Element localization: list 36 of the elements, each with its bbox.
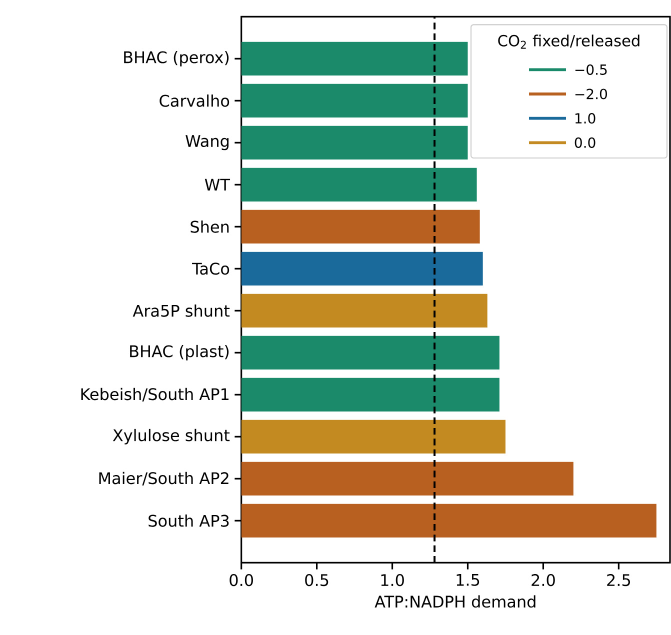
x-tick-label: 0.5 [305,574,328,586]
legend-label: −2.0 [575,88,607,100]
bar [241,126,468,160]
y-tick-label: Carvalho [160,94,230,107]
legend-title: CO$_{2}$ fixed/released [498,34,640,49]
bar [241,252,483,286]
y-tick-label: BHAC (perox) [124,50,229,66]
y-tick-label: Kebeish/South AP1 [81,388,228,402]
x-tick-label: 1.5 [456,574,480,586]
y-tick-label: South AP3 [148,514,229,527]
y-tick-label: Ara5P shunt [132,304,230,317]
bar [241,168,477,202]
x-tick-label: 0.0 [230,574,253,586]
y-tick-label: Wang [186,135,229,150]
bar [241,420,506,454]
y-tick-label: TaCo [192,262,230,275]
legend-label: 0.0 [574,137,596,148]
bar [241,378,500,412]
x-tick-label: 2.0 [532,574,555,586]
bar [241,504,656,538]
bar [241,462,574,496]
legend-label: 1.0 [575,113,596,124]
bar [241,336,500,370]
y-tick-label: Shen [190,220,229,233]
legend-label: −0.5 [575,64,607,75]
y-tick-label: BHAC (plast) [130,344,229,360]
y-tick-label: WT [204,178,230,190]
y-tick-label: Maier/South AP2 [99,472,228,486]
y-tick-label: Xylulose shunt [112,428,230,444]
bar [241,210,480,244]
bar [241,84,468,118]
x-tick-label: 2.5 [607,574,630,586]
bar [241,294,488,328]
x-tick-label: 1.0 [381,574,404,586]
bar [241,42,468,76]
x-axis-title: ATP:NADPH demand [374,595,536,608]
